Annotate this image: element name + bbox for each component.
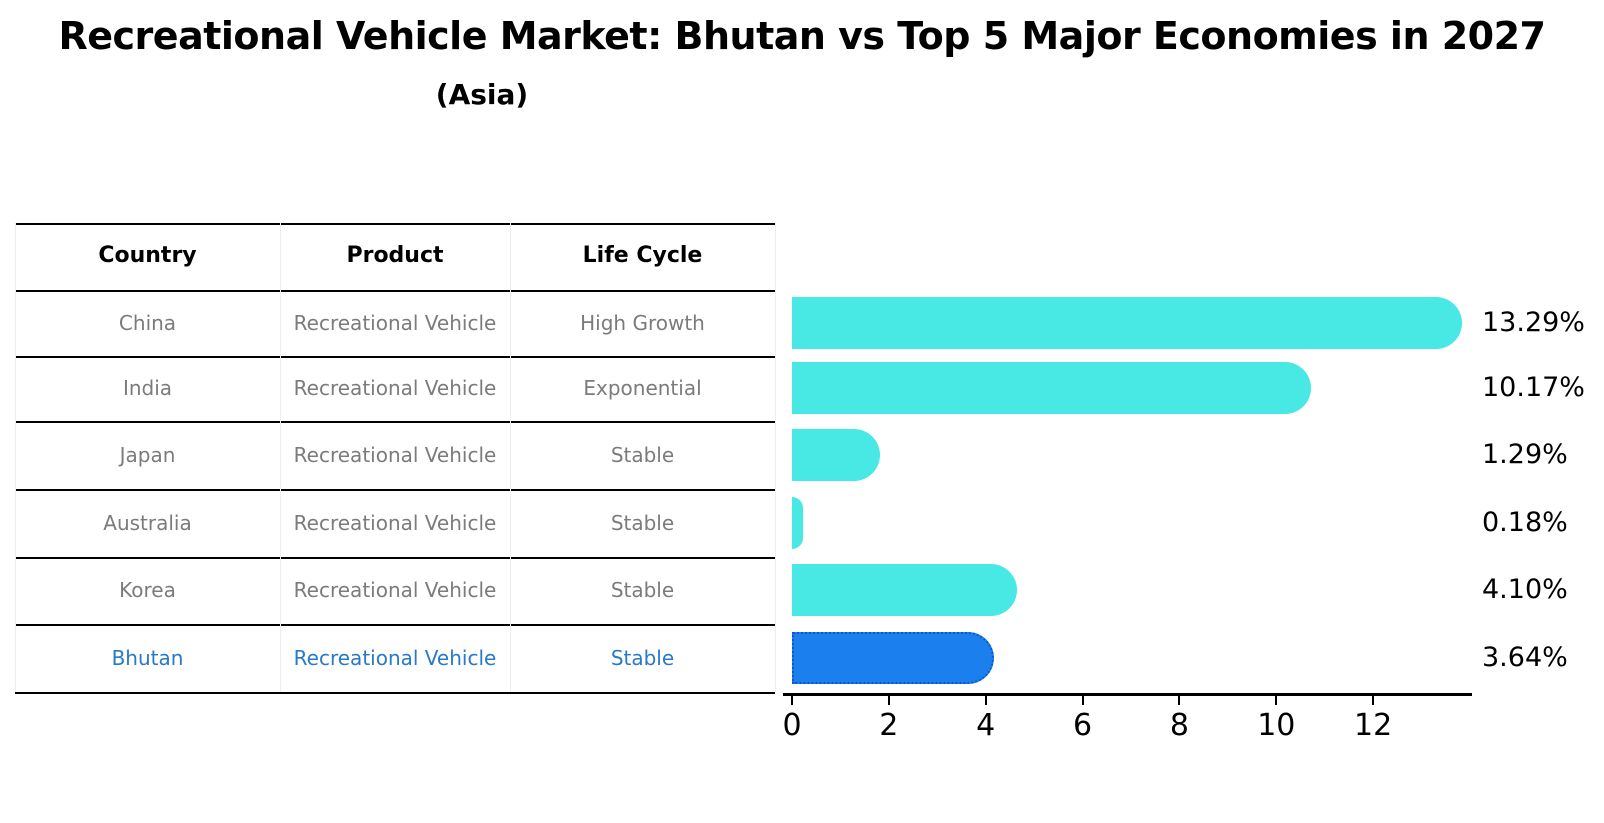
cell-product-australia: Recreational Vehicle	[293, 511, 497, 535]
cell-product-japan: Recreational Vehicle	[293, 443, 497, 467]
bar-value-label-india: 10.17%	[1482, 372, 1585, 403]
bar-australia	[792, 497, 803, 549]
column-header-product: Product	[346, 243, 444, 268]
table-divider	[15, 489, 775, 491]
table-column-edge	[15, 223, 16, 692]
x-tick-label: 0	[782, 708, 802, 743]
bar-value-label-bhutan: 3.64%	[1482, 642, 1568, 673]
cell-country-china: China	[118, 311, 177, 335]
bar-value-label-korea: 4.10%	[1482, 574, 1568, 605]
cell-life-cycle-china: High Growth	[580, 311, 705, 335]
x-tick-label: 6	[1073, 708, 1093, 743]
table-divider	[15, 290, 775, 292]
table-column-edge	[280, 223, 281, 692]
x-tick-label: 10	[1257, 708, 1296, 743]
x-tick-label: 4	[976, 708, 996, 743]
chart-title: Recreational Vehicle Market: Bhutan vs T…	[58, 14, 1546, 58]
cell-life-cycle-india: Exponential	[583, 376, 702, 400]
table-divider	[15, 421, 775, 423]
x-tick-mark	[984, 696, 987, 705]
cell-country-bhutan: Bhutan	[111, 646, 184, 670]
cell-country-australia: Australia	[103, 511, 192, 535]
x-tick-label: 8	[1169, 708, 1189, 743]
cell-product-korea: Recreational Vehicle	[293, 578, 497, 602]
x-tick-mark	[1081, 696, 1084, 705]
bar-korea	[792, 564, 1017, 616]
column-header-country: Country	[98, 243, 197, 268]
cell-life-cycle-japan: Stable	[610, 443, 675, 467]
x-tick-label: 2	[879, 708, 899, 743]
column-header-life-cycle: Life Cycle	[582, 243, 703, 268]
x-tick-mark	[887, 696, 890, 705]
bar-china	[792, 297, 1462, 349]
table-divider	[15, 692, 775, 694]
bar-japan	[792, 429, 881, 481]
cell-country-japan: Japan	[119, 443, 176, 467]
table-divider	[15, 624, 775, 626]
cell-life-cycle-australia: Stable	[610, 511, 675, 535]
table-column-edge	[775, 223, 776, 692]
bar-bhutan	[792, 632, 995, 684]
cell-product-bhutan: Recreational Vehicle	[293, 646, 497, 670]
x-tick-mark	[1178, 696, 1181, 705]
table-divider	[15, 223, 775, 225]
table-divider	[15, 356, 775, 358]
x-axis-line	[783, 693, 1472, 696]
bar-value-label-australia: 0.18%	[1482, 507, 1568, 538]
chart-subtitle: (Asia)	[435, 78, 529, 111]
cell-country-india: India	[122, 376, 173, 400]
cell-life-cycle-bhutan: Stable	[610, 646, 675, 670]
x-tick-mark	[791, 696, 793, 705]
cell-product-china: Recreational Vehicle	[293, 311, 497, 335]
x-tick-label: 12	[1354, 708, 1393, 743]
cell-product-india: Recreational Vehicle	[293, 376, 497, 400]
table-column-edge	[510, 223, 511, 692]
bar-india	[792, 362, 1311, 414]
table-divider	[15, 557, 775, 559]
x-tick-mark	[1275, 696, 1278, 705]
cell-country-korea: Korea	[119, 578, 176, 602]
bar-value-label-japan: 1.29%	[1482, 439, 1568, 470]
bar-value-label-china: 13.29%	[1482, 307, 1585, 338]
cell-life-cycle-korea: Stable	[610, 578, 675, 602]
x-tick-mark	[1372, 696, 1375, 705]
